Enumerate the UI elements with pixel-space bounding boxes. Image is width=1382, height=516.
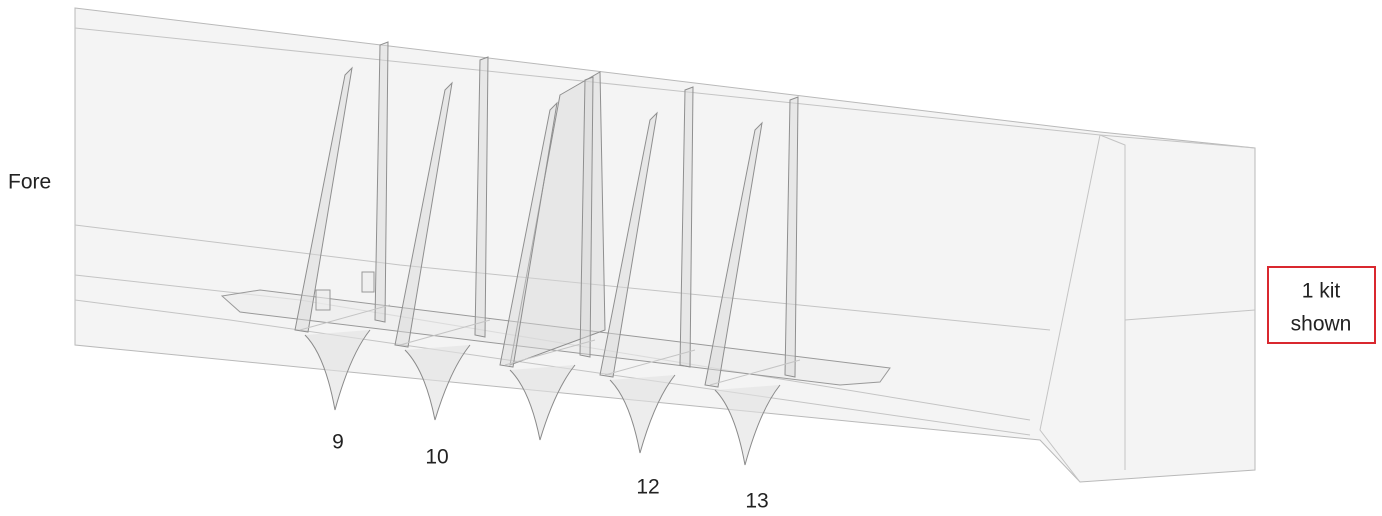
frame-fin bbox=[304, 329, 371, 411]
frame-web bbox=[294, 66, 353, 333]
frame-fin bbox=[609, 374, 676, 454]
frame-label: 10 bbox=[425, 446, 448, 469]
frame-web bbox=[374, 41, 389, 323]
frame-flange bbox=[504, 339, 596, 366]
frame-web bbox=[474, 56, 489, 338]
frame-label: 13 bbox=[745, 490, 768, 513]
fitting bbox=[315, 289, 331, 311]
hull bbox=[74, 7, 1256, 483]
frame-web bbox=[394, 81, 453, 348]
hull-line bbox=[1099, 134, 1126, 470]
frame-flange bbox=[604, 349, 696, 376]
hull-line bbox=[1039, 134, 1101, 483]
callout-text: shown bbox=[1291, 313, 1352, 336]
frame-web bbox=[784, 96, 799, 378]
frame-web bbox=[704, 121, 763, 388]
frame-fin bbox=[714, 384, 781, 466]
fitting bbox=[361, 271, 375, 293]
frame-web bbox=[499, 101, 558, 368]
frame-label: 9 bbox=[332, 431, 344, 454]
frame-fin bbox=[509, 364, 576, 441]
frame-web bbox=[579, 76, 594, 358]
hull-line bbox=[74, 224, 1051, 331]
frame-flange bbox=[299, 304, 391, 331]
frame-web bbox=[679, 86, 694, 368]
deck-plate bbox=[220, 289, 891, 386]
fore-label: Fore bbox=[8, 171, 51, 194]
frame-web bbox=[599, 111, 658, 378]
frame-fin bbox=[404, 344, 471, 421]
frame-label: 12 bbox=[636, 476, 659, 499]
frame-flange bbox=[709, 359, 801, 386]
hull-line bbox=[1124, 309, 1256, 321]
callout-text: 1 kit bbox=[1302, 280, 1341, 303]
callout-box bbox=[1267, 266, 1376, 344]
hull-drawing bbox=[74, 7, 1256, 483]
frame-flange bbox=[399, 319, 491, 346]
